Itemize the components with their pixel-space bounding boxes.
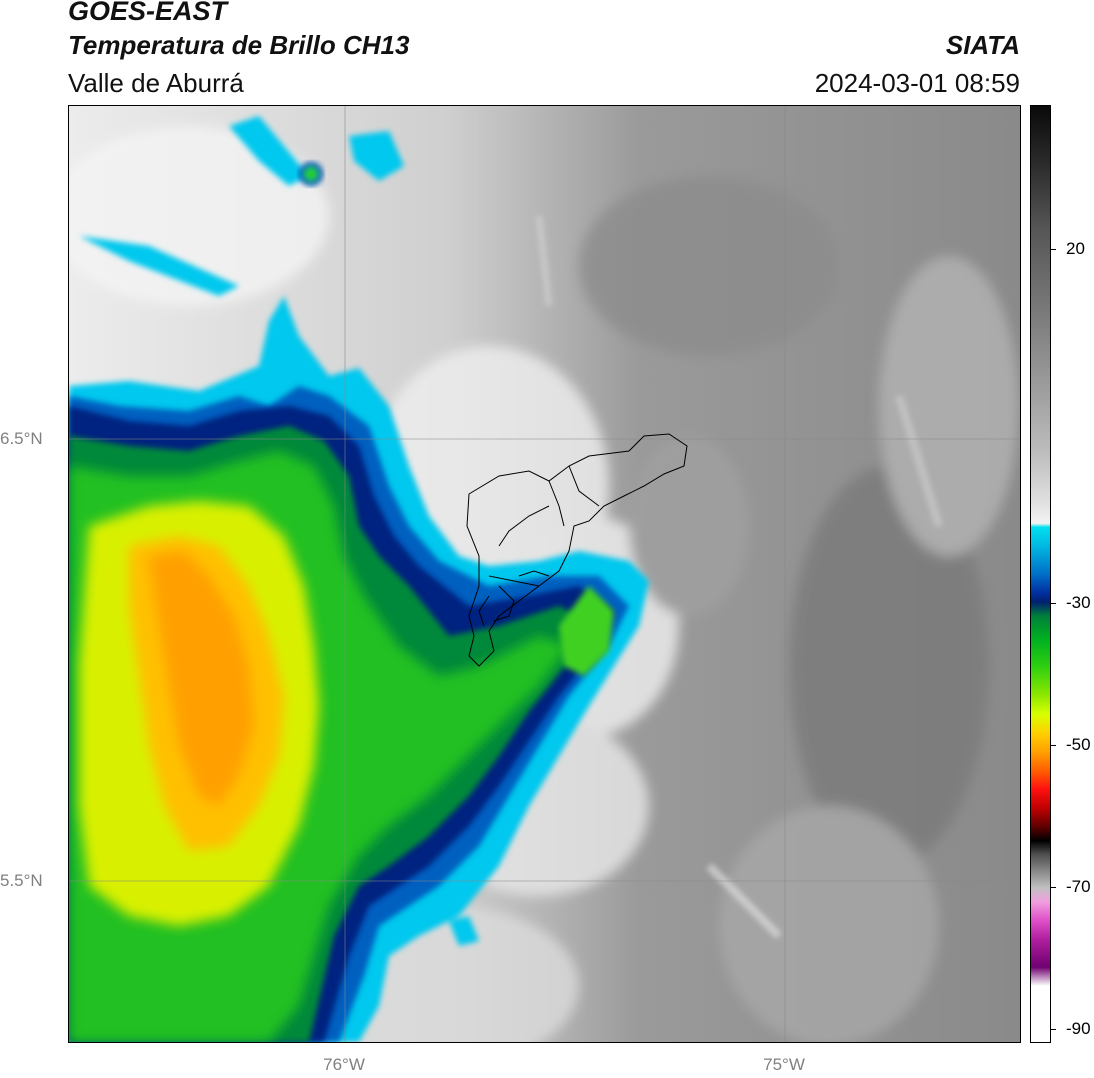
green-patch-east: [559, 586, 614, 676]
colorbar-tick: [1050, 745, 1056, 746]
latitude-label-6-5: 6.5°N: [0, 429, 43, 448]
gridlines: [69, 106, 1020, 1042]
bright-streaks: [536, 215, 943, 939]
timestamp-label: 2024-03-01 08:59: [814, 68, 1020, 98]
colorbar-label: -70: [1066, 877, 1091, 896]
colorbar-tick: [1050, 249, 1056, 250]
colorbar-tick: [1050, 887, 1056, 888]
product-title: Temperatura de Brillo CH13: [68, 30, 410, 60]
colorbar-tick: [1050, 1029, 1056, 1030]
longitude-label-75w: 75°W: [763, 1055, 805, 1074]
cloud-orange: [149, 551, 254, 806]
colorbar-label: -30: [1066, 593, 1091, 612]
temperature-colorbar: [1030, 105, 1051, 1043]
region-title: Valle de Aburrá: [68, 68, 244, 98]
colorbar-tick: [1050, 603, 1056, 604]
satellite-title: GOES-EAST: [68, 0, 228, 26]
latitude-label-5-5: 5.5°N: [0, 871, 43, 890]
green-cell-north: [299, 162, 323, 186]
municipal-boundaries: [466, 433, 688, 667]
organization-label: SIATA: [945, 30, 1020, 60]
colorbar-label: -50: [1066, 735, 1091, 754]
map-canvas: [69, 106, 1020, 1042]
longitude-label-76w: 76°W: [323, 1055, 365, 1074]
colorbar-label: -90: [1066, 1019, 1091, 1038]
satellite-map[interactable]: [68, 105, 1021, 1043]
colorbar-label: 20: [1066, 239, 1085, 258]
